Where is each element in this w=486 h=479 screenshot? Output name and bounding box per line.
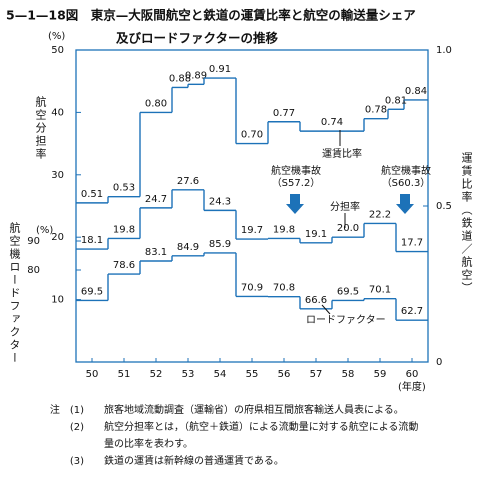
accident-arrow — [396, 194, 414, 214]
x-tick-label: 51 — [118, 369, 131, 380]
value-label: 0.53 — [113, 183, 135, 194]
annotation: （S57.2） — [272, 177, 321, 189]
series-label: 分担率 — [330, 200, 360, 213]
x-tick-label: 55 — [246, 369, 259, 380]
y-unit: (%) — [48, 31, 65, 42]
annotation: 航空機事故 — [271, 164, 321, 177]
value-label: 84.9 — [177, 242, 199, 253]
value-label: 24.3 — [209, 196, 231, 207]
x-tick-label: 58 — [342, 369, 355, 380]
x-tick-label: 54 — [214, 369, 227, 380]
value-label: 66.6 — [305, 295, 327, 306]
y3-tick-label: 90 — [27, 236, 40, 247]
value-label: 0.78 — [365, 105, 387, 116]
x-unit: (年度) — [398, 380, 426, 393]
note-mark: (3) — [70, 456, 84, 467]
annotation: 航空機事故 — [381, 164, 431, 177]
value-label: 0.70 — [241, 130, 263, 141]
y2-tick-label: 0 — [436, 357, 442, 368]
y3-tick-label: 80 — [27, 265, 40, 276]
value-label: 18.1 — [81, 235, 103, 246]
value-label: 24.7 — [145, 194, 167, 205]
value-label: 0.80 — [145, 98, 167, 109]
value-label: 0.74 — [321, 117, 343, 128]
y2-tick-label: 0.5 — [436, 201, 452, 212]
value-label: 70.9 — [241, 282, 263, 293]
value-label: 19.8 — [113, 224, 135, 235]
value-label: 0.91 — [209, 64, 231, 75]
y-tick-label: 20 — [51, 232, 64, 243]
value-label: 83.1 — [145, 247, 167, 258]
y3-unit: (%) — [36, 225, 53, 236]
series-label: 運賃比率 — [322, 147, 362, 160]
value-label: 62.7 — [401, 306, 423, 317]
value-label: 69.5 — [81, 286, 103, 297]
value-label: 19.1 — [305, 229, 327, 240]
y-tick-label: 40 — [51, 107, 64, 118]
annotation: （S60.3） — [382, 177, 431, 189]
value-label: 19.8 — [273, 224, 295, 235]
value-label: 20.0 — [337, 223, 359, 234]
leader — [321, 304, 331, 315]
value-label: 70.8 — [273, 283, 295, 294]
x-tick-label: 57 — [310, 369, 323, 380]
value-label: 0.89 — [185, 70, 207, 81]
y-tick-label: 50 — [51, 45, 64, 56]
value-label: 0.84 — [405, 86, 427, 97]
y2-tick-label: 1.0 — [436, 45, 452, 56]
note-mark: 注 (1) — [50, 403, 84, 416]
value-label: 19.7 — [241, 225, 263, 236]
value-label: 27.6 — [177, 176, 199, 187]
value-label: 22.2 — [369, 209, 391, 220]
note-text: 航空分担率とは，（航空＋鉄道）による流動量に対する航空による流動 — [104, 420, 418, 433]
y2-label: 運賃比率（鉄道／航空） — [460, 152, 473, 295]
x-tick-label: 53 — [182, 369, 195, 380]
value-label: 85.9 — [209, 239, 231, 250]
y-label: 航空分担率 — [34, 95, 47, 161]
x-tick-label: 50 — [86, 369, 99, 380]
x-tick-label: 60 — [406, 369, 419, 380]
note-text: 旅客地域流動調査（運輸省）の府県相互間旅客輸送人員表による。 — [104, 403, 404, 416]
x-tick-label: 52 — [150, 369, 163, 380]
value-label: 0.81 — [385, 95, 407, 106]
value-label: 0.88 — [169, 73, 191, 84]
note-text: 鉄道の運賃は新幹線の普通運賃である。 — [104, 454, 284, 467]
y3-label: 航空機ロードファクター — [8, 221, 21, 365]
value-label: 70.1 — [369, 285, 391, 296]
value-label: 17.7 — [401, 238, 423, 249]
chart-title: 5—1—18図 東京—大阪間航空と鉄道の運賃比率と航空の輸送量シェア — [6, 8, 416, 23]
x-tick-label: 56 — [278, 369, 291, 380]
value-label: 0.51 — [81, 189, 103, 200]
y-tick-label: 10 — [51, 295, 64, 306]
note-text: 量の比率を表わす。 — [104, 437, 193, 450]
note-mark: (2) — [70, 422, 84, 433]
chart-subtitle: 及びロードファクターの推移 — [116, 31, 279, 46]
x-tick-label: 59 — [374, 369, 387, 380]
series-label: ロードファクター — [306, 314, 386, 326]
value-label: 0.77 — [273, 108, 295, 119]
accident-arrow — [286, 194, 304, 214]
y-tick-label: 30 — [51, 170, 64, 181]
value-label: 78.6 — [113, 260, 135, 271]
value-label: 69.5 — [337, 286, 359, 297]
